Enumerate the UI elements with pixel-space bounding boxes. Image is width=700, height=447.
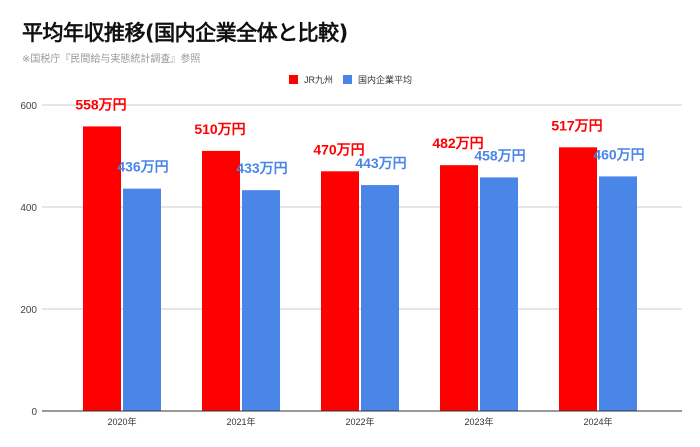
bar-domestic-average	[480, 177, 518, 411]
chart-subtitle: ※国税庁『民間給与実態統計調査』参照	[22, 54, 201, 65]
bar-domestic-average	[361, 185, 399, 411]
x-tick-label: 2020年	[107, 416, 136, 427]
x-tick-label: 2021年	[226, 416, 255, 427]
data-label: 433万円	[236, 160, 287, 176]
y-tick-label: 600	[20, 101, 37, 112]
y-tick-label: 400	[20, 203, 37, 214]
data-label: 458万円	[474, 147, 525, 163]
x-tick-label: 2024年	[583, 416, 612, 427]
data-label: 510万円	[194, 121, 245, 137]
legend-label: JR九州	[304, 75, 333, 85]
data-label: 517万円	[551, 117, 602, 133]
data-label: 470万円	[313, 141, 364, 157]
x-tick-label: 2023年	[464, 416, 493, 427]
bar-jr-kyushu	[202, 150, 240, 411]
legend-swatch	[343, 75, 352, 84]
y-tick-label: 0	[31, 407, 37, 418]
bar-jr-kyushu	[83, 126, 121, 412]
bar-jr-kyushu	[321, 171, 359, 411]
bar-domestic-average	[123, 188, 161, 411]
bar-domestic-average	[599, 176, 637, 411]
bar-jr-kyushu	[559, 147, 597, 411]
y-tick-label: 200	[20, 305, 37, 316]
chart-title: 平均年収推移(国内企業全体と比較)	[22, 21, 348, 45]
data-label: 436万円	[117, 159, 168, 175]
data-label: 443万円	[355, 155, 406, 171]
data-label: 482万円	[432, 135, 483, 151]
data-label: 460万円	[593, 146, 644, 162]
bar-jr-kyushu	[440, 165, 478, 411]
bar-domestic-average	[242, 190, 280, 411]
data-label: 558万円	[75, 96, 126, 112]
x-tick-label: 2022年	[345, 416, 374, 427]
legend-swatch	[289, 75, 298, 84]
legend-label: 国内企業平均	[358, 74, 412, 85]
